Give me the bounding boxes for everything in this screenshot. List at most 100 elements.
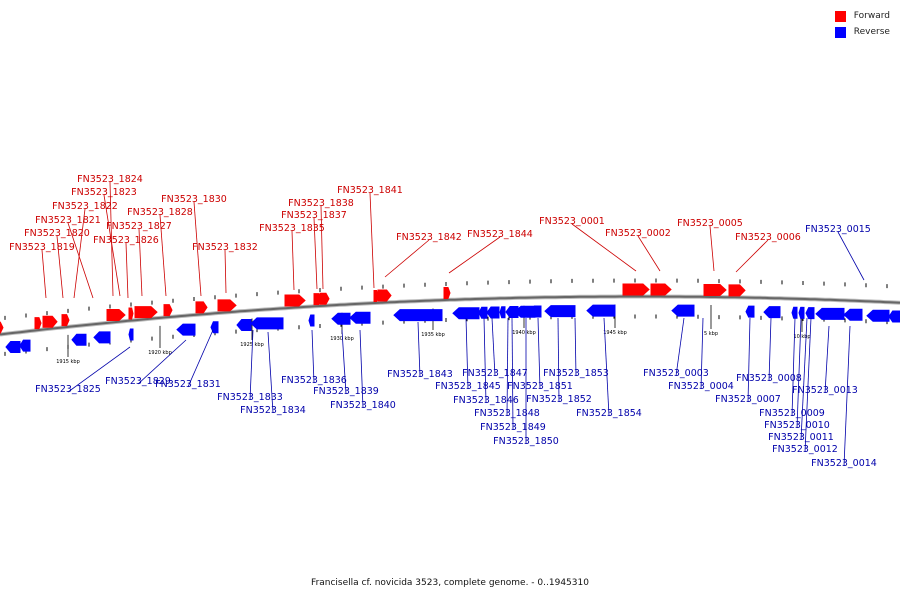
reverse-swatch bbox=[834, 26, 846, 38]
forward-gene-label: FN3523_1832 bbox=[192, 242, 258, 253]
reverse-gene-label: FN3523_1839 bbox=[313, 386, 379, 397]
leader-line bbox=[791, 317, 796, 417]
reverse-gene-arrow bbox=[530, 305, 542, 318]
leader-line bbox=[313, 217, 318, 290]
reverse-gene-label: FN3523_0015 bbox=[805, 224, 871, 235]
reverse-gene-label: FN3523_1853 bbox=[543, 368, 609, 379]
leader-line bbox=[511, 317, 514, 431]
leader-line bbox=[537, 317, 541, 390]
leader-line bbox=[637, 235, 661, 272]
leader-line bbox=[804, 317, 812, 453]
legend-reverse: Reverse bbox=[834, 24, 890, 40]
leader-line bbox=[320, 205, 324, 290]
reverse-gene-label: FN3523_0007 bbox=[715, 394, 781, 405]
reverse-gene-arrow bbox=[745, 305, 755, 318]
forward-gene-label: FN3523_1830 bbox=[161, 194, 227, 205]
leader-line bbox=[137, 339, 187, 385]
leader-line bbox=[193, 201, 202, 297]
forward-gene-label: FN3523_1824 bbox=[77, 174, 143, 185]
reverse-gene-arrow bbox=[176, 323, 196, 336]
leader-line bbox=[67, 346, 131, 393]
reverse-gene-label: FN3523_1845 bbox=[435, 381, 501, 392]
leader-line bbox=[73, 208, 86, 299]
backbone-line bbox=[0, 295, 900, 336]
leader-line bbox=[67, 222, 94, 299]
leader-line bbox=[448, 236, 501, 274]
leader-line bbox=[56, 235, 64, 299]
reverse-gene-arrow bbox=[798, 306, 805, 319]
forward-gene-arrow bbox=[319, 292, 330, 305]
genome-caption: Francisella cf. novicida 3523, complete … bbox=[311, 578, 589, 588]
reverse-gene-arrow bbox=[250, 317, 284, 330]
reverse-gene-label: FN3523_0009 bbox=[759, 408, 825, 419]
reverse-gene-arrow bbox=[805, 307, 815, 320]
leader-line bbox=[138, 228, 143, 297]
forward-gene-arrow bbox=[42, 315, 58, 328]
leader-line bbox=[700, 317, 704, 390]
forward-gene-label: FN3523_1819 bbox=[9, 242, 75, 253]
forward-gene-arrow bbox=[377, 289, 392, 302]
leader-line bbox=[125, 242, 129, 299]
reverse-label: Reverse bbox=[853, 27, 890, 37]
reverse-gene-arrow bbox=[331, 312, 351, 325]
forward-gene-arrow bbox=[284, 294, 306, 307]
reverse-gene-arrow bbox=[349, 311, 371, 324]
reverse-gene-label: FN3523_1831 bbox=[155, 379, 221, 390]
leader-line bbox=[224, 249, 227, 294]
forward-gene-arrow bbox=[622, 283, 650, 296]
scale-label: 10 kbp bbox=[793, 334, 810, 340]
scale-label: 1915 kbp bbox=[56, 359, 80, 365]
forward-gene-arrow bbox=[373, 289, 379, 302]
leader-line bbox=[267, 331, 274, 414]
leader-line bbox=[768, 317, 772, 382]
leader-line bbox=[311, 329, 315, 384]
forward-gene-arrow bbox=[650, 283, 672, 296]
reverse-gene-label: FN3523_1849 bbox=[480, 422, 546, 433]
reverse-gene-arrow bbox=[505, 306, 519, 319]
reverse-gene-arrow bbox=[71, 333, 87, 346]
reverse-gene-arrow bbox=[452, 307, 480, 320]
reverse-gene-label: FN3523_1843 bbox=[387, 369, 453, 380]
leader-line bbox=[675, 317, 685, 377]
legend: Forward Reverse bbox=[834, 8, 890, 40]
reverse-gene-label: FN3523_0014 bbox=[811, 458, 877, 469]
reverse-gene-label: FN3523_0012 bbox=[772, 444, 838, 455]
reverse-gene-label: FN3523_0008 bbox=[736, 373, 802, 384]
leader-line bbox=[800, 317, 808, 441]
reverse-gene-label: FN3523_1836 bbox=[281, 375, 347, 386]
leader-line bbox=[843, 325, 851, 467]
forward-gene-label: FN3523_0002 bbox=[605, 228, 671, 239]
scale-label: 1930 kbp bbox=[330, 336, 354, 342]
leader-line bbox=[837, 231, 865, 281]
leader-line bbox=[735, 239, 769, 273]
scale-label: 1940 kbp bbox=[512, 330, 536, 336]
leader-line bbox=[574, 317, 577, 377]
forward-gene-arrow bbox=[134, 306, 158, 319]
forward-gene-arrow bbox=[0, 321, 4, 334]
leader-line bbox=[291, 230, 295, 291]
reverse-gene-label: FN3523_1829 bbox=[105, 376, 171, 387]
leader-line bbox=[359, 329, 364, 409]
leader-line bbox=[109, 181, 114, 297]
legend-forward: Forward bbox=[834, 8, 890, 24]
forward-gene-label: FN3523_1837 bbox=[281, 210, 347, 221]
leader-line bbox=[483, 317, 487, 404]
leader-line bbox=[571, 223, 637, 272]
forward-gene-label: FN3523_1821 bbox=[35, 215, 101, 226]
leader-line bbox=[187, 329, 214, 388]
leader-line bbox=[341, 329, 347, 395]
reverse-gene-label: FN3523_1846 bbox=[453, 395, 519, 406]
forward-gene-label: FN3523_1823 bbox=[71, 187, 137, 198]
forward-gene-label: FN3523_0006 bbox=[735, 232, 801, 243]
reverse-gene-arrow bbox=[478, 306, 488, 319]
scale-label: 1920 kbp bbox=[148, 350, 172, 356]
reverse-gene-arrow bbox=[843, 308, 863, 321]
reverse-gene-label: FN3523_1851 bbox=[507, 381, 573, 392]
leader-line bbox=[465, 317, 469, 390]
scale-label: 5 kbp bbox=[704, 331, 718, 337]
forward-gene-arrow bbox=[728, 284, 746, 297]
reverse-gene-label: FN3523_1840 bbox=[330, 400, 396, 411]
reverse-gene-arrow bbox=[93, 331, 111, 344]
reverse-gene-label: FN3523_0004 bbox=[668, 381, 734, 392]
forward-gene-arrow bbox=[128, 307, 134, 320]
